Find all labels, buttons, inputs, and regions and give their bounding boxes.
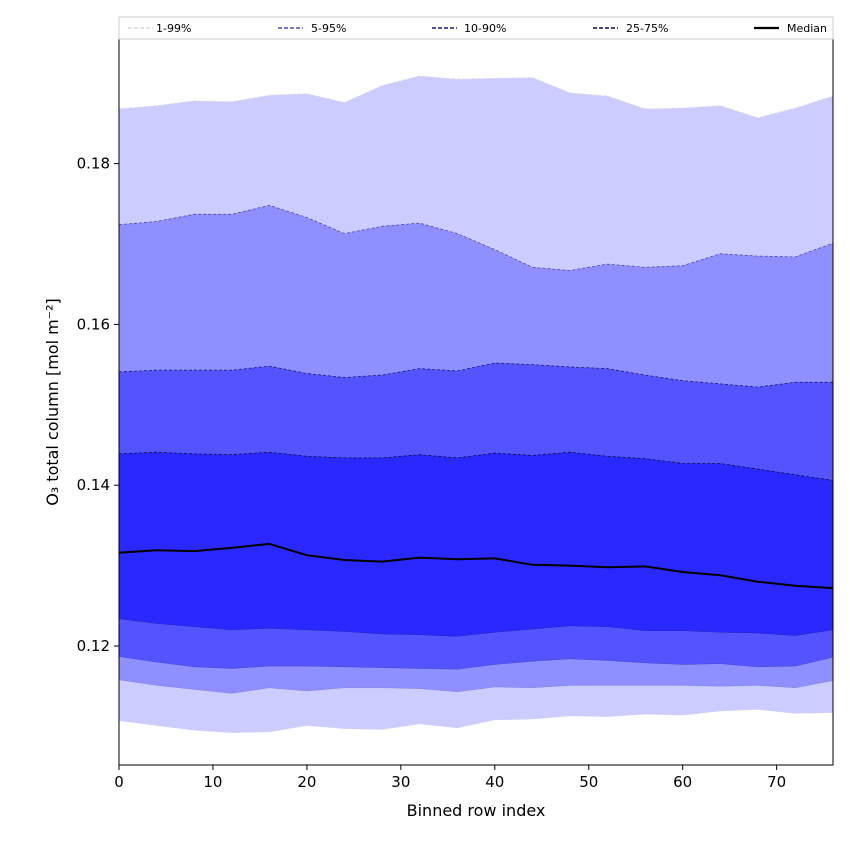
band-25-75-lower-line bbox=[118, 618, 834, 637]
band-1-99-lower-line bbox=[118, 709, 834, 734]
y-tick-label: 0.14 bbox=[77, 476, 110, 494]
x-axis: 0 10 20 30 40 50 60 70 bbox=[114, 765, 786, 791]
median-line bbox=[118, 542, 834, 590]
x-axis-label: Binned row index bbox=[407, 801, 546, 820]
median-layer bbox=[118, 542, 834, 590]
legend-label: 1-99% bbox=[156, 22, 191, 35]
band-10-90-lower-line bbox=[118, 656, 834, 670]
y-tick-label: 0.16 bbox=[77, 315, 110, 333]
bands-layer bbox=[118, 75, 834, 734]
x-tick-label: 40 bbox=[485, 773, 504, 791]
legend-label: 25-75% bbox=[626, 22, 668, 35]
band-25-75-upper-line bbox=[118, 451, 834, 481]
band-5-95-upper-line bbox=[118, 204, 834, 271]
x-tick-label: 70 bbox=[767, 773, 786, 791]
y-tick-label: 0.18 bbox=[77, 155, 110, 173]
legend-label: 10-90% bbox=[464, 22, 506, 35]
x-tick-label: 10 bbox=[203, 773, 222, 791]
band-25-75-area bbox=[119, 452, 833, 637]
legend-label: Median bbox=[787, 22, 827, 35]
x-tick-label: 60 bbox=[673, 773, 692, 791]
x-tick-label: 30 bbox=[391, 773, 410, 791]
legend-box bbox=[118, 16, 834, 40]
band-5-95-lower-line bbox=[118, 679, 834, 694]
legend: 1-99% 5-95% 10-90% 25-75% Median bbox=[118, 16, 834, 40]
x-tick-label: 20 bbox=[297, 773, 316, 791]
band-1-99-upper-line bbox=[118, 75, 834, 119]
x-tick-label: 50 bbox=[579, 773, 598, 791]
legend-label: 5-95% bbox=[311, 22, 346, 35]
y-tick-label: 0.12 bbox=[77, 637, 110, 655]
y-axis-label: O₃ total column [mol m⁻²] bbox=[43, 298, 62, 506]
x-tick-label: 0 bbox=[114, 773, 124, 791]
y-axis: 0.12 0.14 0.16 0.18 bbox=[77, 155, 119, 655]
